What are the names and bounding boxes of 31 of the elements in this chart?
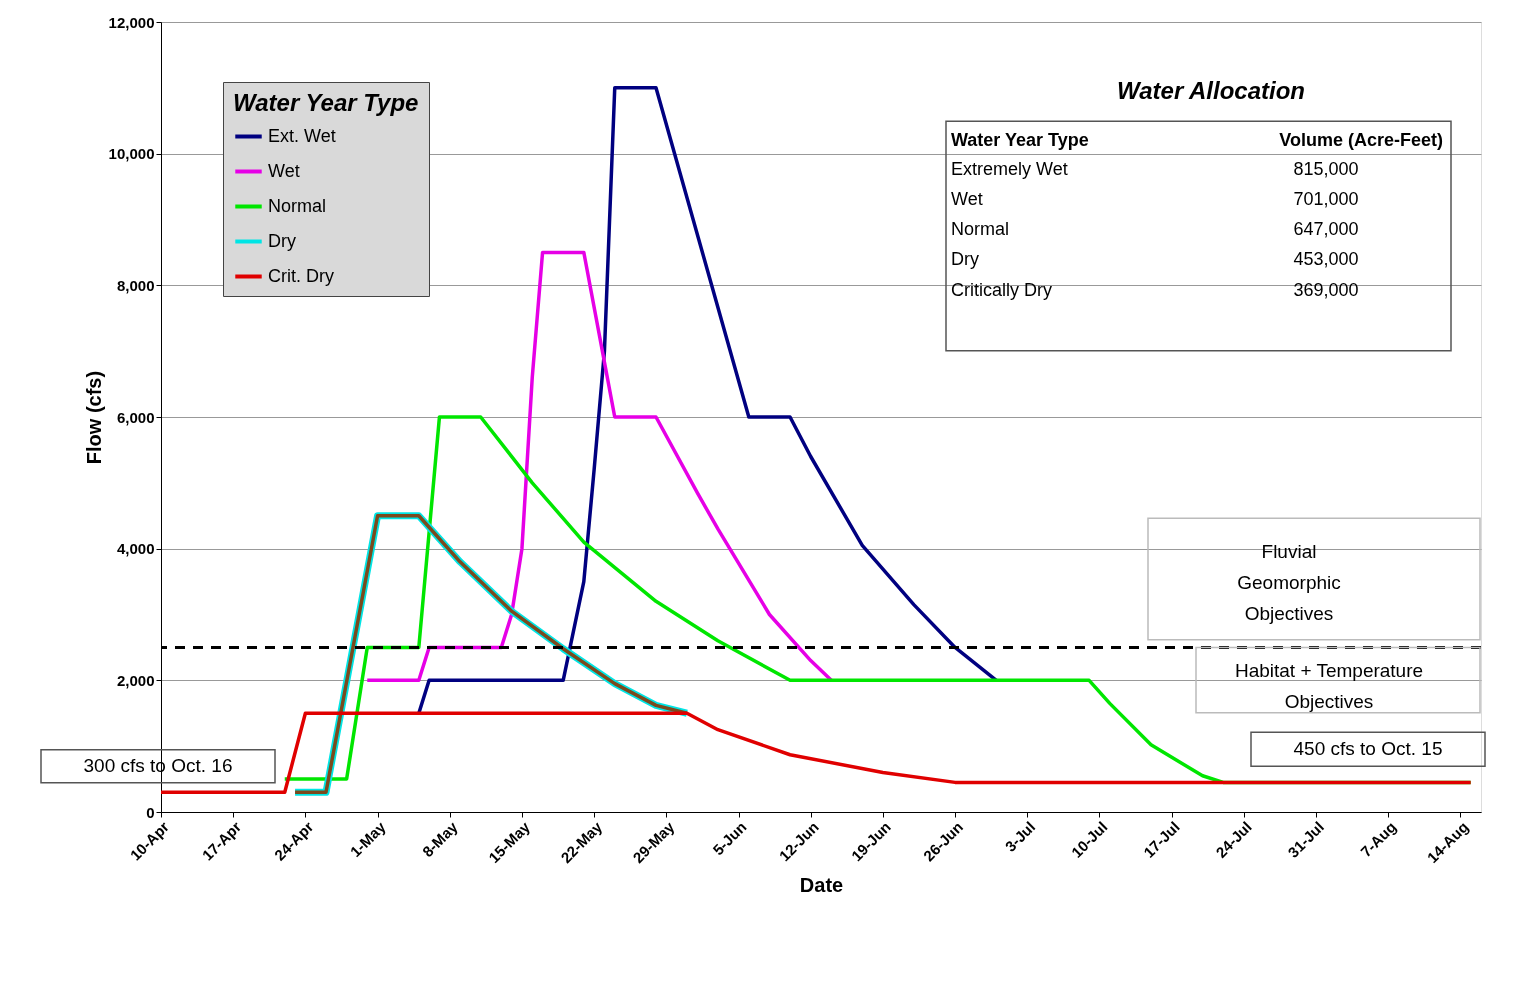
legend-label: Wet xyxy=(268,160,300,181)
annotation: Critically Dry xyxy=(951,279,1052,300)
annotation: Habitat + Temperature Objectives xyxy=(1234,659,1424,712)
annotation: Normal xyxy=(951,219,1010,240)
y-tick-label: 6,000 xyxy=(116,408,155,426)
legend-label: Ext. Wet xyxy=(268,125,336,146)
annotation: Extremely Wet xyxy=(951,158,1068,179)
legend-title: Water Year Type xyxy=(951,129,1089,150)
y-tick-label: 0 xyxy=(146,803,155,821)
y-tick-label: 2,000 xyxy=(116,671,155,689)
legend-label: Normal xyxy=(268,195,327,216)
annotation: Volume (Acre-Feet) xyxy=(1279,129,1443,150)
y-tick-label: 10,000 xyxy=(108,145,155,163)
x-axis-title: Date xyxy=(799,874,844,897)
y-axis-title: Flow (cfs) xyxy=(82,370,105,465)
y-tick-label: 12,000 xyxy=(108,13,155,31)
annotation: 453,000 xyxy=(1293,249,1359,270)
legend-label: Crit. Dry xyxy=(268,265,334,286)
annotation: 701,000 xyxy=(1293,189,1359,210)
y-tick-label: 4,000 xyxy=(116,540,155,558)
annotation: Dry xyxy=(951,249,979,270)
annotation: 369,000 xyxy=(1293,279,1359,300)
annotation: Fluvial Geomorphic Objectives xyxy=(1237,541,1341,625)
annotation: 647,000 xyxy=(1293,219,1359,240)
annotation: Water Allocation xyxy=(1116,77,1306,105)
annotation: 450 cfs to Oct. 15 xyxy=(1293,737,1443,759)
y-tick-label: 8,000 xyxy=(116,276,155,294)
legend-label: Dry xyxy=(268,230,296,251)
annotation: 815,000 xyxy=(1293,158,1359,179)
annotation: Water Year Type xyxy=(233,89,419,116)
annotation: Wet xyxy=(951,189,983,210)
